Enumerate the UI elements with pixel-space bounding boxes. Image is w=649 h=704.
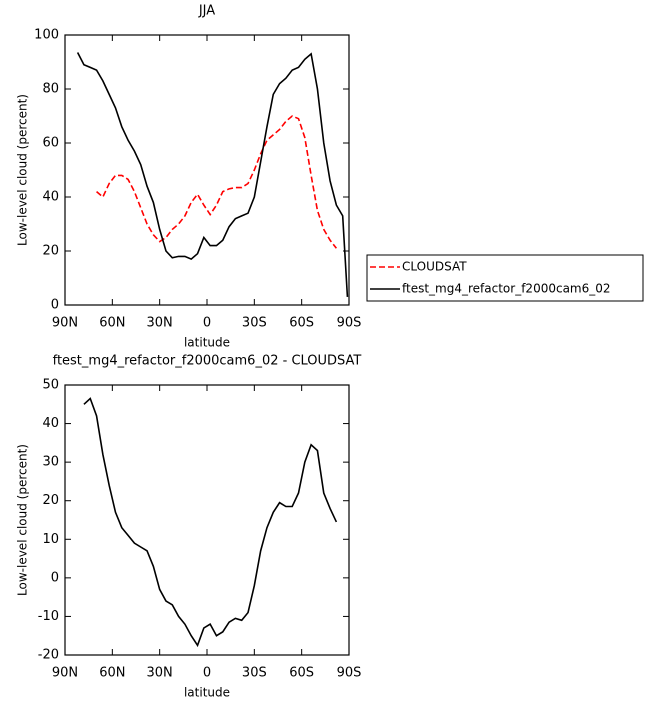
x-tick-label: 90S <box>337 316 362 331</box>
x-tick-label: 60N <box>99 316 125 331</box>
y-tick-label: 50 <box>42 378 59 393</box>
y-tick-label: 0 <box>51 298 59 313</box>
y-tick-label: 30 <box>42 455 59 470</box>
x-tick-label: 30N <box>147 316 173 331</box>
y-tick-label: 20 <box>42 244 59 259</box>
chart-title: JJA <box>198 4 215 19</box>
plot-frame <box>64 34 350 306</box>
x-tick-label: 60S <box>289 666 314 681</box>
y-tick-label: 100 <box>34 28 59 43</box>
x-tick-label: 0 <box>203 316 211 331</box>
x-tick-label: 90S <box>337 666 362 681</box>
y-tick-label: 40 <box>42 190 59 205</box>
y-tick-label: 40 <box>42 416 59 431</box>
line-series <box>76 52 349 297</box>
y-tick-label: 10 <box>42 532 59 547</box>
y-tick-label: 0 <box>51 570 59 585</box>
x-tick-label: 90N <box>52 316 78 331</box>
y-tick-label: 60 <box>42 136 59 151</box>
legend-label: ftest_mg4_refactor_f2000cam6_02 <box>402 282 611 296</box>
line-series <box>83 397 338 648</box>
x-tick-label: 90N <box>52 666 78 681</box>
x-tick-label: 0 <box>203 666 211 681</box>
x-tick-label: 60N <box>99 666 125 681</box>
chart-title: ftest_mg4_refactor_f2000cam6_02 - CLOUDS… <box>53 354 362 369</box>
y-tick-label: 20 <box>42 493 59 508</box>
plot-frame <box>64 384 350 656</box>
legend-box <box>366 254 644 302</box>
y-tick-label: -10 <box>38 609 59 624</box>
x-tick-label: 30N <box>147 666 173 681</box>
x-tick-label: 30S <box>242 316 267 331</box>
x-axis-label: latitude <box>184 336 230 350</box>
line-series <box>96 115 338 249</box>
x-tick-label: 60S <box>289 316 314 331</box>
y-axis-label: Low-level cloud (percent) <box>16 94 30 246</box>
y-axis-label: Low-level cloud (percent) <box>16 444 30 596</box>
y-tick-label: 80 <box>42 82 59 97</box>
x-axis-label: latitude <box>184 686 230 700</box>
x-tick-label: 30S <box>242 666 267 681</box>
legend-label: CLOUDSAT <box>402 260 467 274</box>
y-tick-label: -20 <box>38 648 59 663</box>
